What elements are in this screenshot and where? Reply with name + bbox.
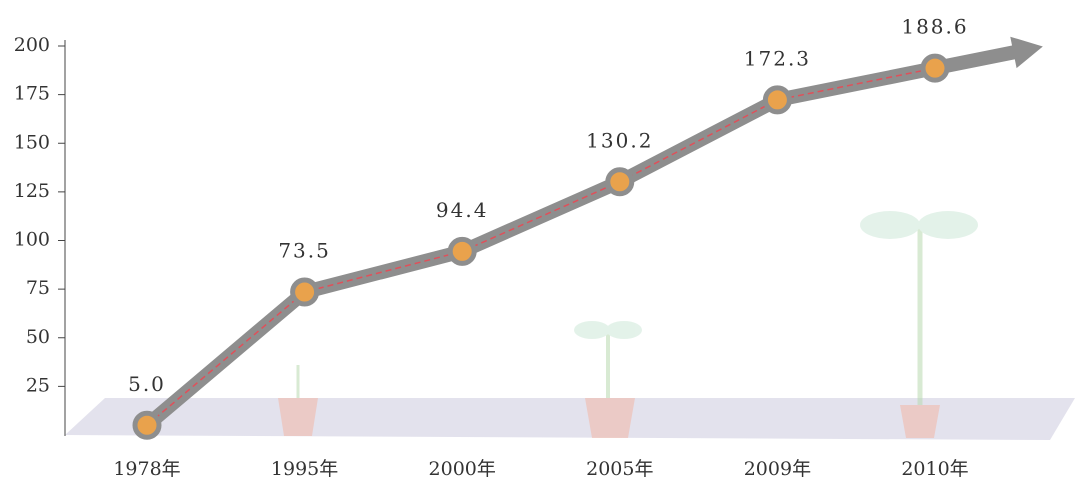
value-label: 188.6 <box>901 15 968 39</box>
y-tick-label: 175 <box>14 83 50 105</box>
point <box>605 167 635 197</box>
point <box>447 236 477 266</box>
y-tick-label: 50 <box>26 326 50 348</box>
x-tick-label: 2000年 <box>429 458 496 480</box>
x-tick-label: 2010年 <box>901 458 968 480</box>
arrow-head <box>1010 36 1043 69</box>
value-label: 73.5 <box>278 239 331 263</box>
value-label: 130.2 <box>586 128 653 152</box>
platform <box>65 398 1075 440</box>
point <box>920 53 950 83</box>
value-label: 5.0 <box>128 372 166 396</box>
line-dash <box>146 67 936 426</box>
plant-decoration <box>278 211 978 438</box>
y-tick-label: 200 <box>14 34 50 56</box>
point <box>762 85 792 115</box>
value-label: 94.4 <box>436 198 489 222</box>
y-tick-label: 100 <box>14 229 50 251</box>
point <box>290 277 320 307</box>
x-tick-label: 2009年 <box>744 458 811 480</box>
value-label: 172.3 <box>744 46 811 70</box>
point <box>132 410 162 440</box>
y-tick-label: 150 <box>14 131 50 153</box>
y-tick-label: 75 <box>26 277 50 299</box>
y-tick-label: 25 <box>26 374 50 396</box>
x-tick-label: 2005年 <box>586 458 653 480</box>
x-tick-label: 1995年 <box>271 458 338 480</box>
x-tick-label: 1978年 <box>113 458 180 480</box>
y-tick-label: 125 <box>14 180 50 202</box>
